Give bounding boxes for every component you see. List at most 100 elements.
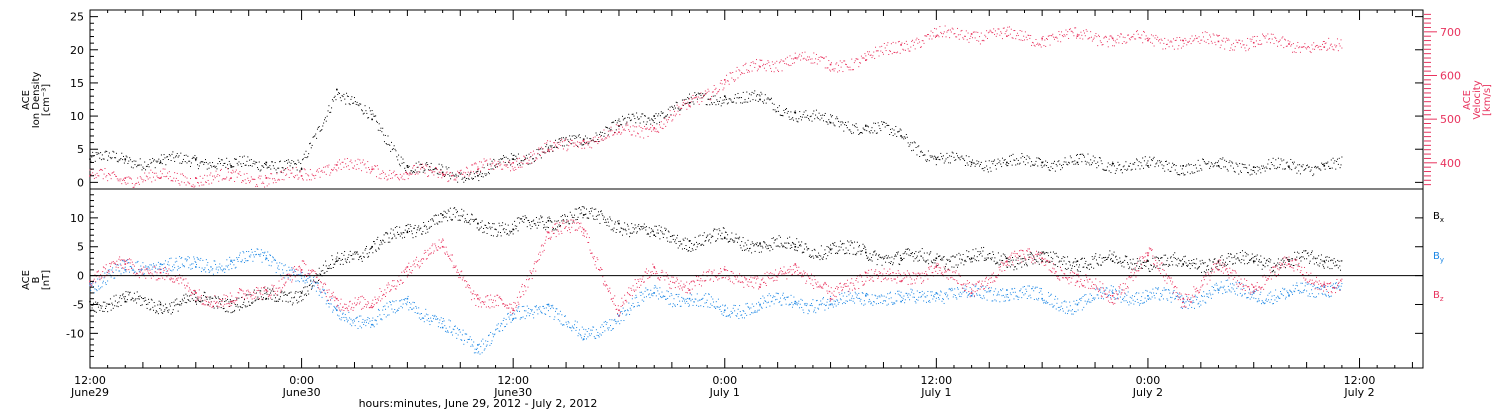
series-11-trace-point (222, 270, 224, 272)
series-0-trace-point (420, 163, 422, 165)
series-1-trace-point (881, 45, 883, 47)
series-1-point (124, 177, 127, 179)
series-1-trace-point (201, 184, 203, 186)
series-0-trace-point (696, 98, 698, 100)
series-1-trace-point (942, 36, 944, 38)
series-0-trace-point (1249, 174, 1251, 176)
series-10-trace-point (1213, 261, 1215, 263)
series-0-trace-point (218, 157, 220, 159)
series-1-trace-point (562, 141, 564, 143)
series-0-trace-point (145, 165, 147, 167)
series-0-trace-point (729, 98, 731, 100)
series-0-trace-point (501, 158, 503, 160)
series-1-trace-point (625, 125, 627, 127)
series-10-trace-point (687, 250, 689, 252)
series-1-trace-point (957, 27, 959, 29)
series-10-trace-point (785, 242, 787, 244)
series-0-trace-point (1232, 162, 1234, 164)
series-0-trace-point (393, 145, 395, 147)
series-0-trace-point (153, 159, 155, 161)
series-10-trace-point (1280, 267, 1282, 269)
series-10-trace-point (430, 219, 432, 221)
series-10-trace-point (235, 305, 237, 307)
series-0-trace-point (796, 120, 798, 122)
series-1-trace-point (1064, 35, 1066, 37)
series-0-trace-point (107, 159, 109, 161)
series-0-trace-point (1330, 159, 1332, 161)
series-10-point (89, 300, 91, 303)
series-10-trace-point (590, 210, 592, 212)
series-1-trace-point (835, 63, 837, 65)
series-0-trace-point (294, 163, 296, 165)
series-10-trace-point (948, 259, 950, 261)
series-1-trace-point (1238, 39, 1240, 41)
series-1-trace-point (442, 175, 444, 177)
series-0-trace-point (351, 96, 353, 98)
series-10-trace-point (188, 299, 190, 301)
series-1-trace-point (787, 64, 789, 66)
series-10-trace-point (822, 258, 824, 260)
series-0-trace-point (1267, 163, 1269, 165)
series-1-trace-point (780, 59, 782, 61)
series-0-trace-point (1221, 158, 1223, 160)
series-10-trace-point (981, 255, 983, 257)
series-10-trace-point (1205, 269, 1207, 271)
series-10-trace-point (1255, 255, 1257, 257)
series-1-trace-point (286, 173, 288, 175)
series-0-trace-point (662, 112, 664, 114)
series-0-trace-point (648, 117, 650, 119)
series-10-trace-point (749, 247, 751, 249)
series-1-trace-point (889, 50, 891, 52)
series-10-trace-point (1290, 264, 1292, 266)
series-1-trace-point (137, 177, 139, 179)
series-1-trace-point (778, 62, 780, 64)
series-0-trace-point (460, 172, 462, 174)
series-10-trace-point (364, 249, 366, 251)
series-10-trace-point (648, 227, 650, 229)
series-10-trace-point (1299, 257, 1301, 259)
series-11-trace-point (153, 265, 155, 267)
series-10-trace-point (1325, 256, 1327, 258)
series-10-trace-point (789, 247, 791, 249)
series-0-trace-point (255, 161, 257, 163)
series-1-trace-point (1268, 38, 1270, 40)
series-1-trace-point (415, 172, 417, 174)
series-1-trace-point (615, 124, 617, 126)
series-0-trace-point (424, 169, 426, 171)
series-0-trace-point (98, 153, 100, 155)
series-0-trace-point (1248, 164, 1250, 166)
series-10-trace-point (873, 251, 875, 253)
series-1-trace-point (461, 173, 463, 175)
series-1-trace-point (606, 137, 608, 139)
series-10-trace-point (1244, 263, 1246, 265)
series-0-trace-point (287, 159, 289, 161)
series-10-trace-point (996, 261, 998, 263)
series-1-trace-point (268, 183, 270, 185)
series-10-trace-point (93, 310, 95, 312)
series-0-trace-point (727, 102, 729, 104)
series-10-trace-point (288, 292, 290, 294)
series-10-trace-point (301, 300, 303, 302)
series-10-trace-point (104, 301, 106, 303)
series-1-trace-point (1000, 31, 1002, 33)
series-10-trace-point (973, 257, 975, 259)
series-0-point (1288, 166, 1290, 168)
series-1-trace-point (1294, 47, 1296, 49)
series-1-trace-point (1264, 37, 1266, 39)
series-1-trace-point (1148, 39, 1150, 41)
series-10-trace-point (1012, 259, 1014, 261)
series-10-trace-point (1245, 255, 1247, 257)
series-10-trace-point (771, 238, 773, 240)
series-10-trace-point (350, 255, 352, 257)
series-10-trace-point (280, 292, 282, 294)
series-1-trace-point (521, 166, 523, 168)
series-1-trace-point (373, 168, 375, 170)
series-0-trace-point (787, 110, 789, 112)
series-10-trace-point (772, 248, 774, 250)
series-1-trace-point (1114, 40, 1116, 42)
series-10-trace-point (521, 220, 523, 222)
series-0-trace-point (524, 158, 526, 160)
series-10-trace-point (1316, 257, 1318, 259)
series-10-trace-point (1122, 261, 1124, 263)
series-1-trace-point (930, 30, 932, 32)
